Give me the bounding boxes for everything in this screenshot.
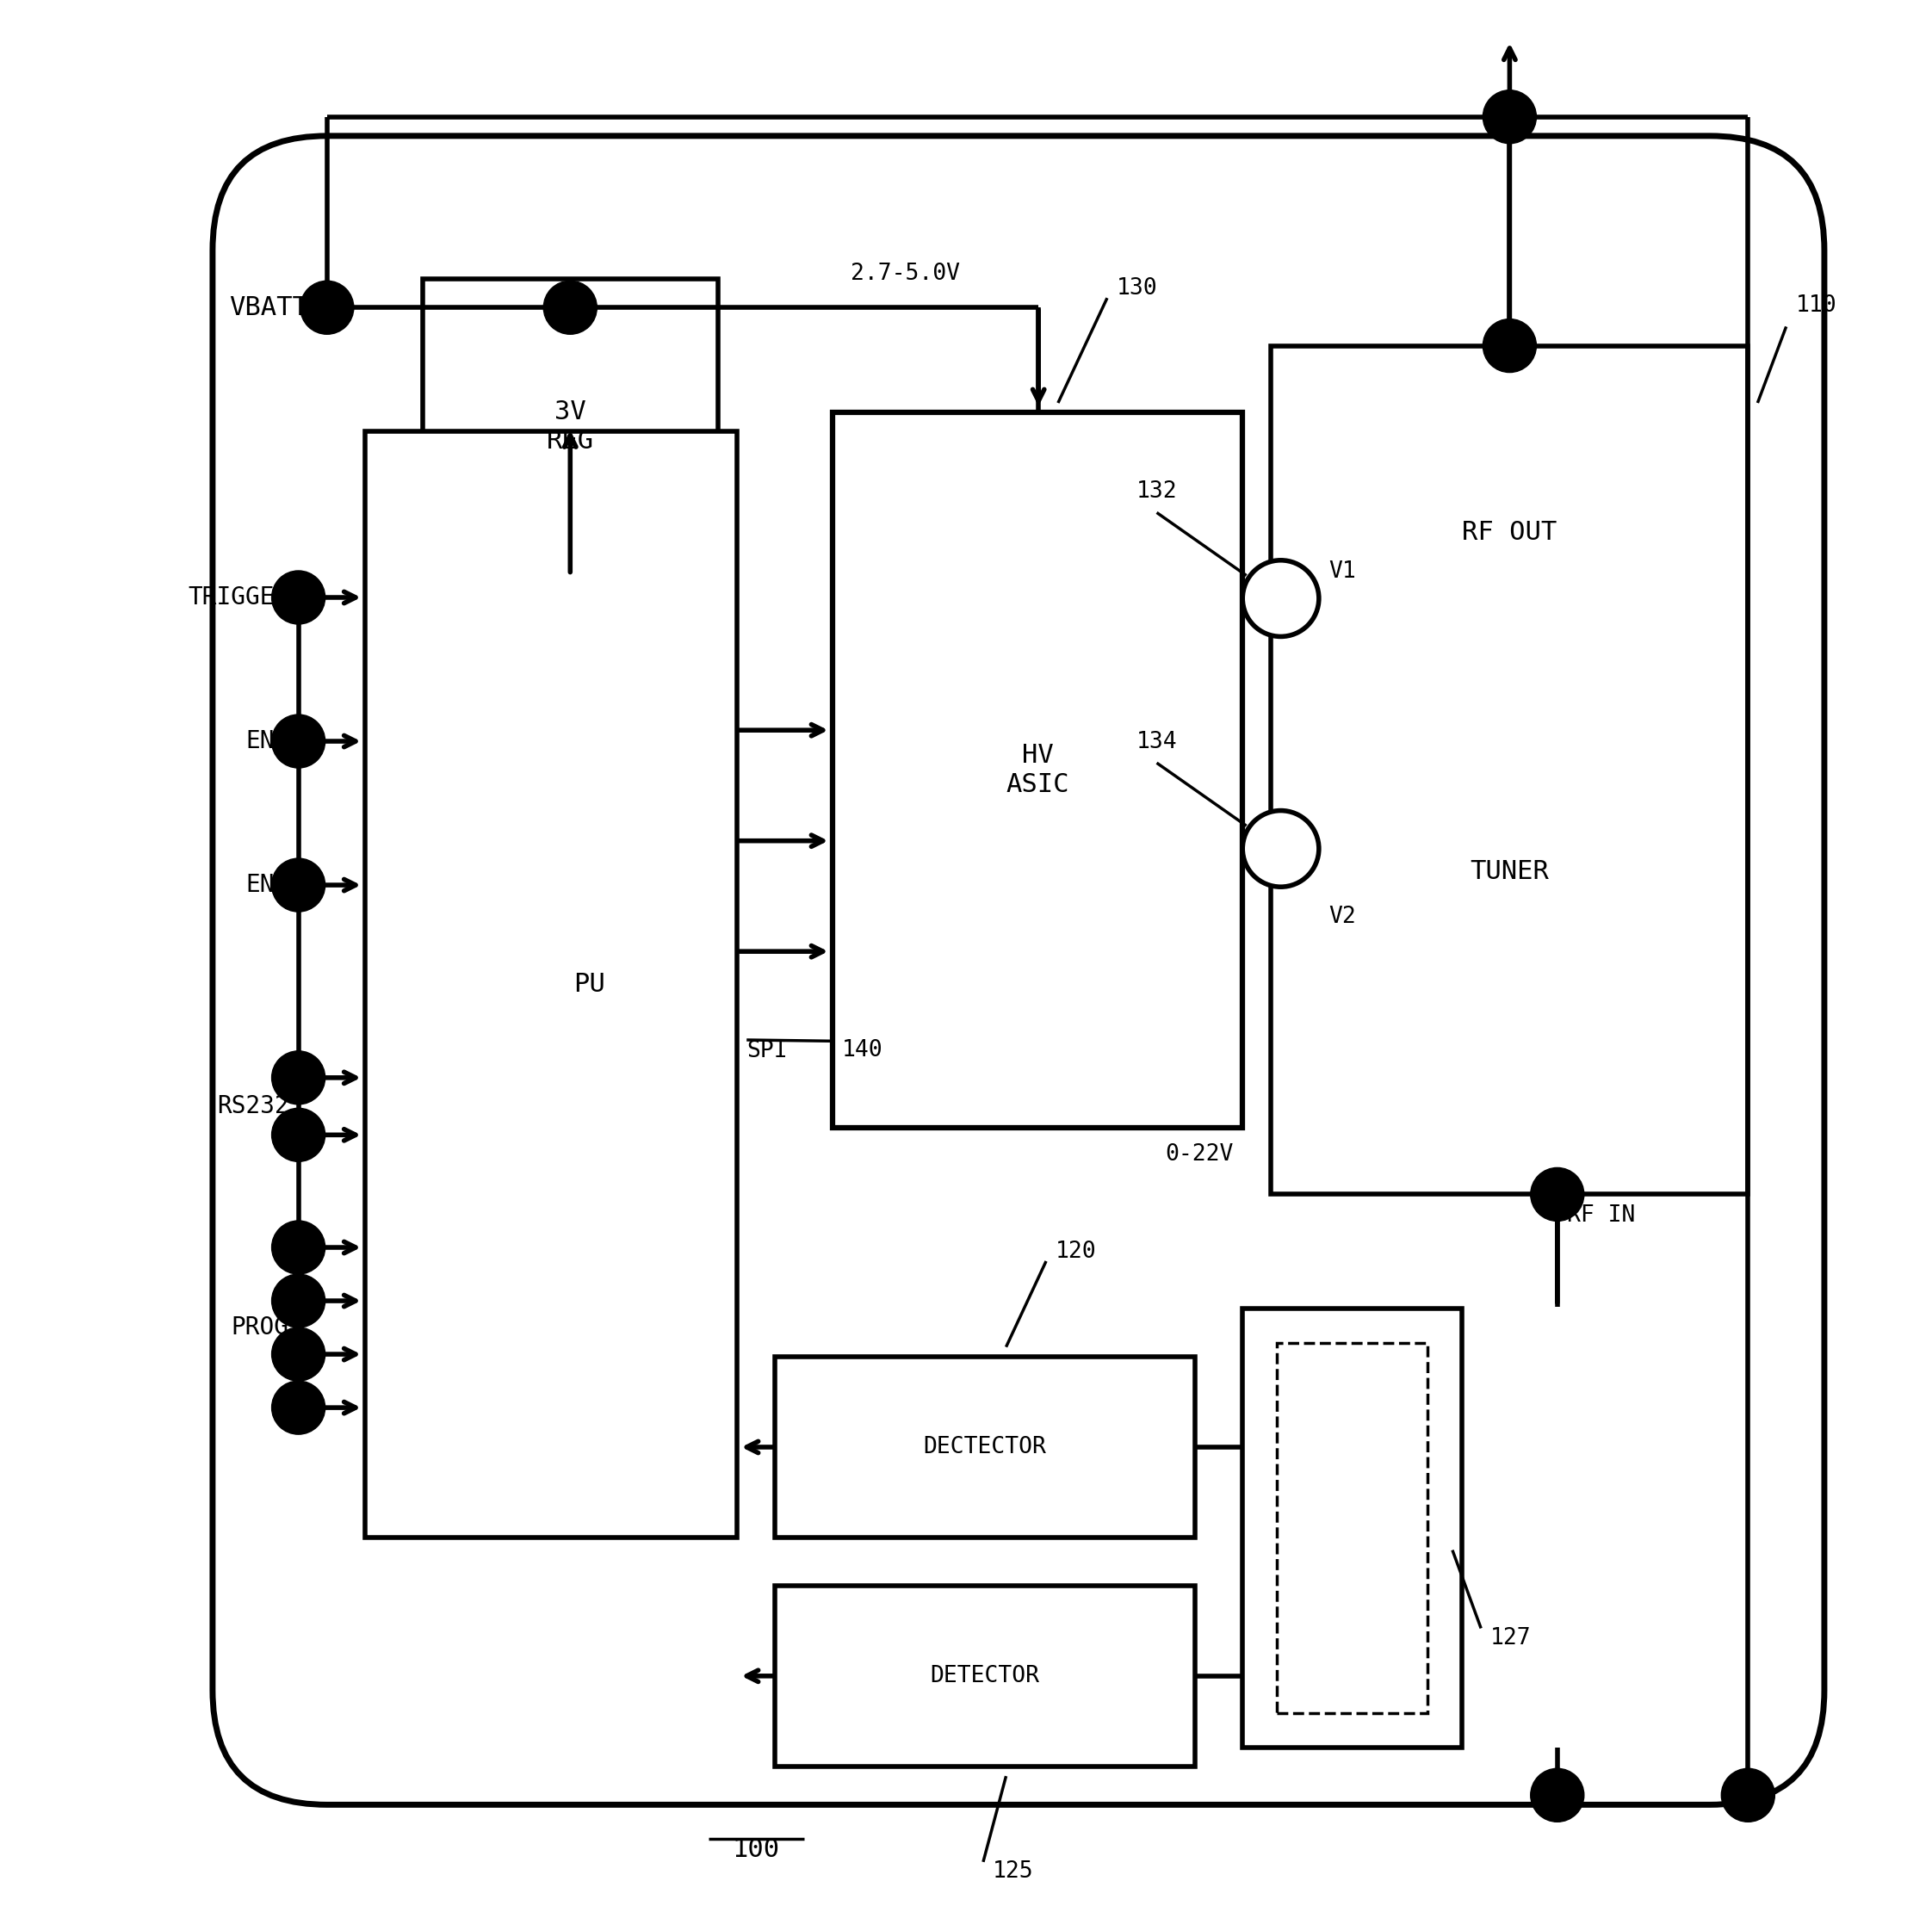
Circle shape xyxy=(299,281,354,335)
Text: TRIGGER: TRIGGER xyxy=(187,585,290,610)
Text: RF OUT: RF OUT xyxy=(1463,520,1557,545)
Text: EN1: EN1 xyxy=(245,728,290,753)
Circle shape xyxy=(272,1273,325,1327)
Text: 125: 125 xyxy=(993,1860,1034,1883)
Text: VBATT: VBATT xyxy=(228,294,307,319)
Text: EN2: EN2 xyxy=(245,874,290,897)
Circle shape xyxy=(1484,319,1536,373)
Circle shape xyxy=(272,1052,325,1105)
Circle shape xyxy=(1242,811,1320,887)
Circle shape xyxy=(272,858,325,912)
Text: 100: 100 xyxy=(732,1837,781,1862)
Circle shape xyxy=(272,1220,325,1273)
Text: 140: 140 xyxy=(842,1040,883,1061)
Bar xyxy=(1271,346,1748,1195)
Text: TUNER: TUNER xyxy=(1470,858,1549,885)
Text: PROG: PROG xyxy=(232,1315,290,1340)
Text: 132: 132 xyxy=(1136,480,1177,503)
Circle shape xyxy=(272,715,325,769)
Text: HV
ASIC: HV ASIC xyxy=(1007,744,1068,797)
Text: RS232: RS232 xyxy=(216,1094,290,1119)
Text: V2: V2 xyxy=(1329,906,1356,929)
Circle shape xyxy=(272,1327,325,1380)
Bar xyxy=(423,279,719,576)
Text: V1: V1 xyxy=(1329,560,1356,583)
Circle shape xyxy=(1484,90,1536,143)
Circle shape xyxy=(1242,560,1320,637)
Text: 0-22V: 0-22V xyxy=(1165,1143,1233,1164)
Circle shape xyxy=(543,281,597,335)
Text: DECTECTOR: DECTECTOR xyxy=(923,1436,1047,1459)
Text: 3V
REG: 3V REG xyxy=(547,400,593,453)
Text: DETECTOR: DETECTOR xyxy=(931,1665,1039,1686)
Bar xyxy=(833,413,1242,1128)
Circle shape xyxy=(272,572,325,623)
Text: 110: 110 xyxy=(1795,294,1837,317)
Text: 134: 134 xyxy=(1136,730,1177,753)
Text: 130: 130 xyxy=(1117,277,1157,300)
Bar xyxy=(775,1585,1194,1767)
Text: PU: PU xyxy=(574,971,605,996)
Circle shape xyxy=(1530,1769,1584,1822)
Text: RF IN: RF IN xyxy=(1567,1205,1634,1226)
Text: 127: 127 xyxy=(1492,1627,1532,1648)
Text: 2.7-5.0V: 2.7-5.0V xyxy=(850,262,960,285)
Circle shape xyxy=(1530,1168,1584,1222)
Text: 120: 120 xyxy=(1055,1241,1097,1262)
Bar xyxy=(775,1356,1194,1537)
Bar xyxy=(1242,1310,1463,1748)
Circle shape xyxy=(1721,1769,1776,1822)
Bar xyxy=(365,432,738,1537)
Bar xyxy=(1277,1342,1428,1713)
Circle shape xyxy=(272,1109,325,1162)
FancyBboxPatch shape xyxy=(213,136,1824,1805)
Text: SPI: SPI xyxy=(746,1040,788,1063)
Circle shape xyxy=(272,1380,325,1434)
